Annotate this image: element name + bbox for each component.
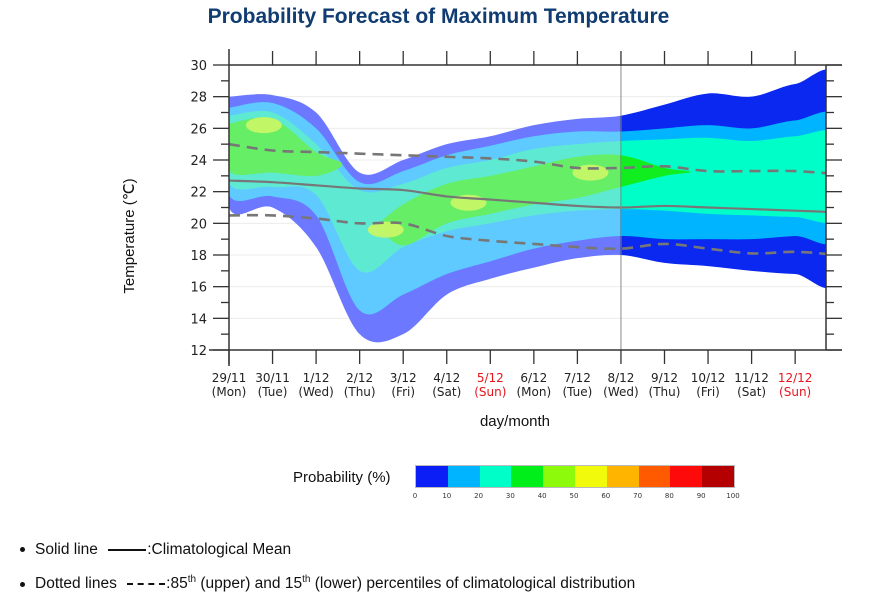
x-tick-label-day: (Mon)	[212, 385, 247, 399]
colorbar-swatch	[416, 466, 448, 487]
colorbar-swatch	[638, 466, 671, 487]
x-tick-label-date: 1/12	[303, 371, 330, 385]
note-sup-2: th	[302, 574, 311, 585]
colorbar-tick-label: 40	[537, 492, 547, 500]
x-tick-label-day: (Mon)	[517, 385, 552, 399]
note-solid-line: Solid line :Climatological Mean	[20, 541, 291, 559]
x-tick-label-date: 10/12	[691, 371, 726, 385]
x-tick-label-day: (Wed)	[603, 385, 639, 399]
colorbar-swatch	[447, 466, 480, 487]
y-tick-label: 30	[190, 59, 207, 74]
axes	[209, 49, 842, 366]
x-tick-label-date: 29/11	[212, 371, 247, 385]
x-tick-label-date: 12/12	[778, 371, 813, 385]
y-tick-label: 28	[190, 91, 207, 106]
colorbar-tick-label: 30	[505, 492, 515, 500]
y-tick-labels: 12 14 16 18 20 22 24 26 28 30	[190, 59, 207, 359]
y-tick-label: 22	[190, 186, 207, 201]
y-tick-label: 18	[190, 249, 207, 264]
x-tick-label-day: (Thu)	[344, 385, 376, 399]
note-dotted-text-2: (upper) and 15	[196, 575, 303, 593]
note-sup-1: th	[187, 574, 197, 585]
colorbar-swatch	[543, 466, 575, 487]
probability-peak	[367, 221, 404, 238]
x-tick-label-date: 11/12	[734, 371, 769, 385]
y-axis-title: Temperature (℃)	[121, 178, 138, 293]
y-tick-label: 24	[190, 154, 207, 169]
bullet-icon	[20, 581, 25, 587]
colorbar-label: Probability (%)	[293, 469, 391, 486]
y-tick-label: 12	[190, 344, 207, 359]
note-dotted-lines: Dotted lines :85th (upper) and 15th (low…	[20, 574, 635, 593]
y-tick-label: 20	[190, 217, 207, 232]
probability-peak	[245, 117, 282, 134]
colorbar-tick-label: 60	[601, 492, 611, 500]
x-tick-label-date: 4/12	[433, 371, 460, 385]
colorbar-tick-label: 0	[412, 492, 418, 500]
probability-peak	[572, 164, 609, 181]
colorbar-tick-label: 80	[664, 492, 674, 500]
x-tick-label-day: (Sun)	[779, 385, 811, 399]
x-tick-label-date: 6/12	[520, 371, 547, 385]
colorbar-swatch	[511, 466, 544, 487]
note-solid-prefix: Solid line	[35, 541, 103, 558]
x-tick-label-date: 2/12	[346, 371, 373, 385]
x-tick-label-day: (Thu)	[649, 385, 681, 399]
probability-band-30-40	[620, 155, 691, 188]
colorbar-swatch	[670, 466, 703, 487]
note-dotted-prefix: Dotted lines	[35, 575, 122, 593]
x-tick-label-day: (Sat)	[737, 385, 766, 399]
x-tick-label-day: (Tue)	[562, 385, 592, 399]
colorbar-tick-label: 90	[696, 492, 706, 500]
x-tick-label-date: 7/12	[564, 371, 591, 385]
series-85th-percentile	[229, 142, 826, 175]
colorbar-tick-label: 50	[569, 492, 579, 500]
dashed-line-sample-icon	[127, 583, 166, 586]
x-tick-label-day: (Fri)	[391, 385, 415, 399]
probability-band-20-30	[620, 130, 826, 223]
chart-title: Probability Forecast of Maximum Temperat…	[207, 5, 670, 28]
x-tick-label-date: 3/12	[390, 371, 417, 385]
y-tick-label: 14	[190, 312, 207, 327]
colorbar-tick-label: 20	[474, 492, 484, 500]
x-tick-label-day: (Wed)	[298, 385, 334, 399]
x-tick-label-date: 8/12	[607, 371, 634, 385]
y-tick-label: 16	[190, 281, 207, 296]
note-dotted-suffix: (lower) percentiles of climatological di…	[310, 575, 636, 593]
colorbar-swatch	[606, 466, 639, 487]
colorbar-swatch	[702, 466, 734, 487]
colorbar-tick-label: 10	[442, 492, 452, 500]
probability-band-20-30	[229, 110, 620, 273]
x-axis-title: day/month	[480, 413, 550, 430]
x-tick-label-date: 9/12	[651, 371, 678, 385]
probability-bands-right	[620, 69, 826, 288]
colorbar-tick-labels: 0 10 20 30 40 50 60 70 80 90 100	[410, 492, 740, 504]
x-tick-label-date: 30/11	[255, 371, 290, 385]
x-tick-label-day: (Sat)	[432, 385, 461, 399]
probability-colorbar	[415, 465, 735, 488]
series-climatological-mean	[229, 179, 826, 213]
y-tick-label: 26	[190, 122, 207, 137]
x-tick-labels: 29/11(Mon)30/11(Tue)1/12(Wed)2/12(Thu)3/…	[212, 371, 813, 399]
x-tick-label-day: (Fri)	[696, 385, 720, 399]
colorbar-tick-label: 100	[726, 492, 740, 500]
x-tick-label-day: (Sun)	[474, 385, 506, 399]
series-15th-percentile	[229, 213, 826, 256]
x-tick-label-date: 5/12	[477, 371, 504, 385]
colorbar-swatch	[574, 466, 607, 487]
bullet-icon	[20, 547, 25, 553]
solid-line-sample-icon	[108, 548, 147, 551]
colorbar-swatch	[479, 466, 512, 487]
note-solid-suffix: :Climatological Mean	[147, 541, 292, 558]
colorbar-tick-label: 70	[633, 492, 643, 500]
x-tick-label-day: (Tue)	[258, 385, 288, 399]
note-dotted-text-1: :85	[166, 575, 188, 593]
climatology-lines	[229, 142, 826, 256]
